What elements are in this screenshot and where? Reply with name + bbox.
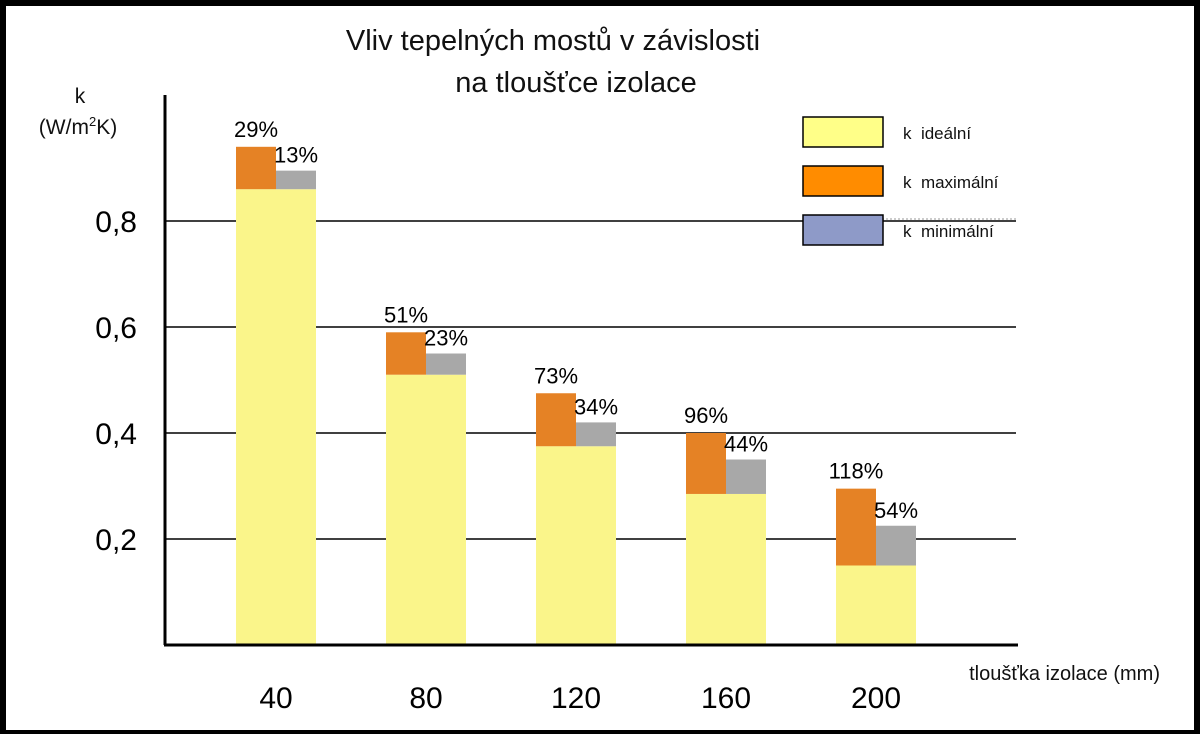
y-tick-label: 0,4 [95, 418, 137, 451]
y-tick-labels: 0,2 0,4 0,6 0,8 [95, 206, 137, 557]
legend-label-ideal: k ideální [903, 124, 971, 143]
legend-swatch-minimal [802, 214, 884, 246]
y-axis-label-k: k [75, 85, 86, 108]
bar-maximal [836, 488, 876, 566]
max-percent-label: 29% [234, 117, 278, 142]
bar-maximal [536, 393, 576, 447]
x-tick-label: 160 [701, 682, 751, 715]
max-percent-label: 118% [829, 459, 884, 484]
max-percent-label: 96% [684, 403, 728, 428]
legend-swatch-ideal [802, 116, 884, 148]
bar-minimal [876, 525, 916, 566]
chart-title-line-2: na tloušťce izolace [455, 67, 696, 99]
bars [236, 146, 916, 645]
y-axis-label-unit: (W/m2K) [39, 114, 117, 139]
y-tick-label: 0,6 [95, 312, 137, 345]
bar-maximal [236, 146, 276, 190]
bar-maximal [686, 433, 726, 494]
legend-label-minimal: k minimální [903, 222, 994, 241]
max-percent-label: 73% [534, 363, 578, 388]
bar-maximal [386, 332, 426, 375]
bar-ideal [686, 493, 766, 645]
min-percent-label: 13% [274, 143, 318, 168]
min-percent-label: 23% [424, 326, 468, 351]
x-tick-labels: 40 80 120 160 200 [259, 682, 901, 715]
y-tick-label: 0,8 [95, 206, 137, 239]
min-percent-label: 44% [724, 432, 768, 457]
bar-ideal [236, 189, 316, 645]
max-percent-label: 51% [384, 302, 428, 327]
x-tick-label: 200 [851, 682, 901, 715]
chart-title-line-1: Vliv tepelných mostů v závislosti [346, 25, 760, 57]
bar-minimal [726, 459, 766, 494]
min-percent-label: 34% [574, 394, 618, 419]
bar-ideal [536, 446, 616, 645]
x-axis-label: tloušťka izolace (mm) [969, 663, 1160, 685]
percent-labels: 29%13% 51%23% 73% 34% 96% 44% 118% 54% [234, 117, 918, 523]
x-tick-label: 40 [259, 682, 292, 715]
x-tick-label: 80 [409, 682, 442, 715]
legend: k ideální k maximální k minimální [802, 116, 1016, 246]
y-tick-label: 0,2 [95, 524, 137, 557]
min-percent-label: 54% [874, 498, 918, 523]
bar-minimal [426, 353, 466, 375]
bar-ideal [836, 565, 916, 645]
legend-label-maximal: k maximální [903, 173, 999, 192]
axes [163, 95, 1018, 647]
legend-swatch-maximal [802, 165, 884, 197]
x-tick-label: 120 [551, 682, 601, 715]
bar-minimal [576, 422, 616, 447]
bar-minimal [276, 170, 316, 190]
bar-ideal [386, 374, 466, 645]
